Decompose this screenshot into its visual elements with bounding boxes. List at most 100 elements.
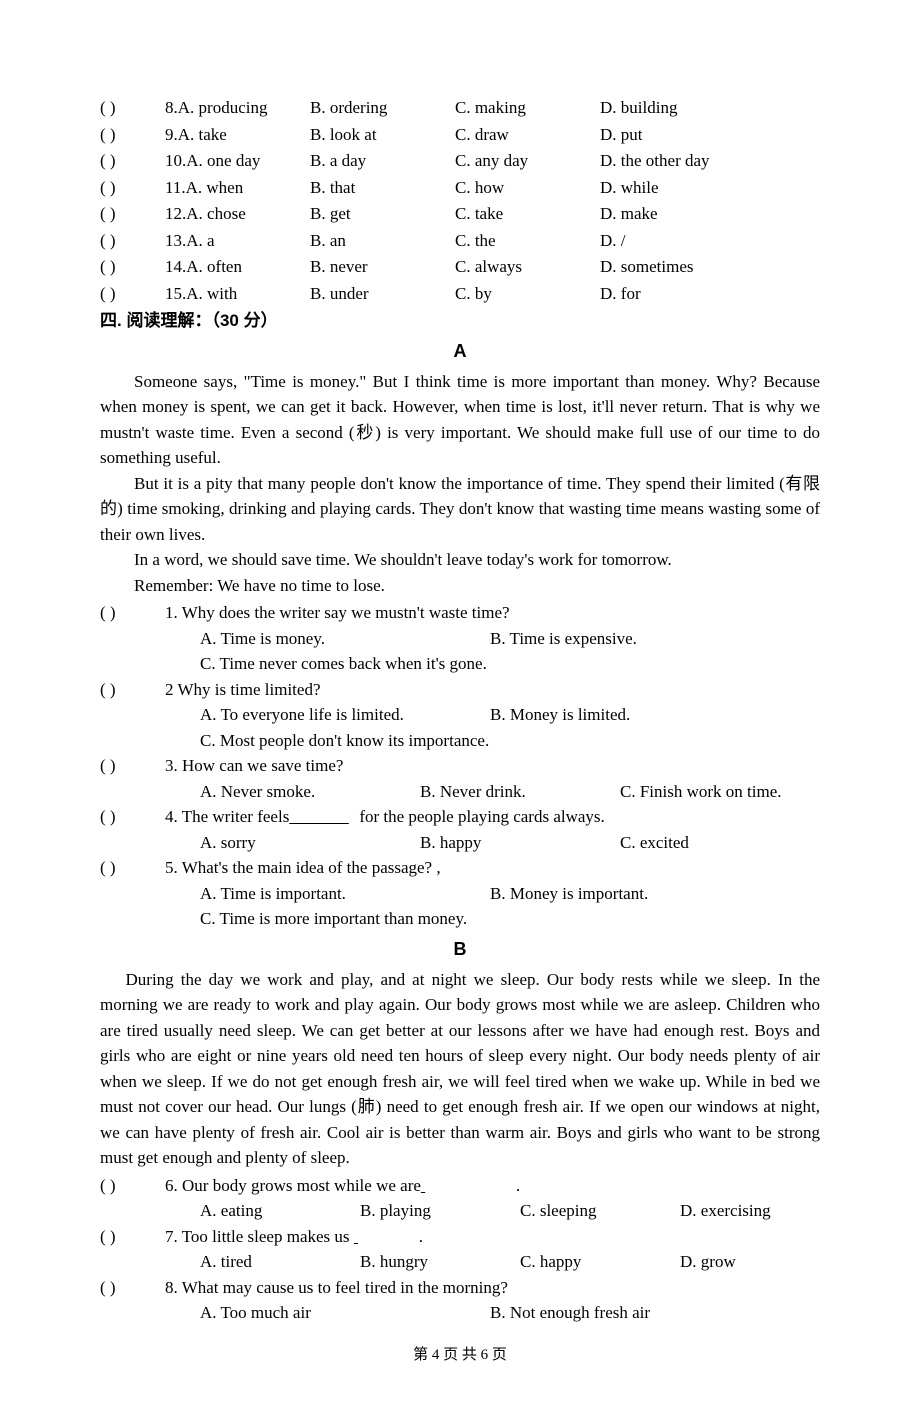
option-d: D. put (600, 122, 820, 148)
choice-c: C. happy (520, 1249, 680, 1275)
cloze-row-10: ( )10.A. one dayB. a dayC. any dayD. the… (100, 148, 820, 174)
question-a-4: ( )4. The writer feels for the people pl… (100, 804, 820, 830)
option-c: C. how (455, 175, 600, 201)
answer-paren[interactable]: ( ) (100, 1224, 165, 1250)
option-c: C. always (455, 254, 600, 280)
choice-c: C. excited (620, 830, 820, 856)
option-d: D. / (600, 228, 820, 254)
option-b: B. under (310, 281, 455, 307)
section-4-header: 四. 阅读理解：（30 分） (100, 308, 820, 334)
question-a-2: ( )2 Why is time limited? (100, 677, 820, 703)
page: ( ) 8.A. producingB. orderingC. makingD.… (0, 0, 920, 1406)
answer-line: A. Time is important.B. Money is importa… (100, 881, 820, 907)
option-b: B. ordering (310, 95, 455, 121)
passage-a-p1: Someone says, "Time is money." But I thi… (100, 369, 820, 471)
choice-b: B. Not enough fresh air (490, 1300, 650, 1326)
option-c: C. draw (455, 122, 600, 148)
answer-paren[interactable]: ( ) (100, 95, 165, 121)
passage-b-p1: During the day we work and play, and at … (100, 967, 820, 1171)
choice-b: B. hungry (360, 1249, 520, 1275)
choice-a: A. Time is money. (200, 626, 490, 652)
choice-c: C. sleeping (520, 1198, 680, 1224)
answer-line: C. Time is more important than money. (100, 906, 820, 932)
question-b-8: ( )8. What may cause us to feel tired in… (100, 1275, 820, 1301)
choice-a: A. Time is important. (200, 881, 490, 907)
choice-b: B. Never drink. (420, 779, 620, 805)
option-b: B. look at (310, 122, 455, 148)
answer-paren[interactable]: ( ) (100, 855, 165, 881)
cloze-row-12: ( )12.A. choseB. getC. takeD. make (100, 201, 820, 227)
answer-paren[interactable]: ( ) (100, 281, 165, 307)
cloze-options-block: ( ) 8.A. producingB. orderingC. makingD.… (100, 95, 820, 306)
answer-paren[interactable]: ( ) (100, 254, 165, 280)
option-a: 11.A. when (165, 175, 310, 201)
answer-paren[interactable]: ( ) (100, 122, 165, 148)
question-text: 3. How can we save time? (165, 753, 820, 779)
answer-line: C. Most people don't know its importance… (100, 728, 820, 754)
option-d: D. make (600, 201, 820, 227)
answer-paren[interactable]: ( ) (100, 600, 165, 626)
passage-a-p2: But it is a pity that many people don't … (100, 471, 820, 548)
option-d: D. sometimes (600, 254, 820, 280)
cloze-row-11: ( )11.A. whenB. thatC. howD. while (100, 175, 820, 201)
passage-b-body: During the day we work and play, and at … (100, 967, 820, 1171)
page-footer: 第 4 页 共 6 页 (100, 1344, 820, 1367)
choice-d: D. grow (680, 1249, 820, 1275)
option-a: 12.A. chose (165, 201, 310, 227)
answer-paren[interactable]: ( ) (100, 1275, 165, 1301)
answer-line: A. Time is money.B. Time is expensive. (100, 626, 820, 652)
choice-a: A. Too much air (200, 1300, 490, 1326)
cloze-row-14: ( )14.A. oftenB. neverC. alwaysD. someti… (100, 254, 820, 280)
option-b: B. a day (310, 148, 455, 174)
answer-paren[interactable]: ( ) (100, 175, 165, 201)
choice-b: B. Money is limited. (490, 702, 630, 728)
option-a: 14.A. often (165, 254, 310, 280)
option-a: 9.A. take (165, 122, 310, 148)
choice-c: C. Most people don't know its importance… (200, 728, 489, 754)
answer-line: A. tiredB. hungryC. happyD. grow (100, 1249, 820, 1275)
question-text: 2 Why is time limited? (165, 677, 820, 703)
cloze-row-9: ( ) 9.A. takeB. look atC. drawD. put (100, 122, 820, 148)
option-c: C. any day (455, 148, 600, 174)
option-b: B. an (310, 228, 455, 254)
answer-paren[interactable]: ( ) (100, 1173, 165, 1199)
choice-c: C. Finish work on time. (620, 779, 820, 805)
answer-paren[interactable]: ( ) (100, 753, 165, 779)
passage-a-p4: Remember: We have no time to lose. (100, 573, 820, 599)
answer-line: A. sorryB. happyC. excited (100, 830, 820, 856)
option-b: B. that (310, 175, 455, 201)
passage-a-body: Someone says, "Time is money." But I thi… (100, 369, 820, 599)
question-a-1: ( )1. Why does the writer say we mustn't… (100, 600, 820, 626)
answer-paren[interactable]: ( ) (100, 201, 165, 227)
choice-a: A. tired (200, 1249, 360, 1275)
choice-b: B. Time is expensive. (490, 626, 637, 652)
choice-a: A. eating (200, 1198, 360, 1224)
option-c: C. making (455, 95, 600, 121)
answer-line: C. Time never comes back when it's gone. (100, 651, 820, 677)
question-b-6: ( )6. Our body grows most while we are . (100, 1173, 820, 1199)
answer-paren[interactable]: ( ) (100, 228, 165, 254)
question-text: 7. Too little sleep makes us . (165, 1224, 820, 1250)
option-b: B. never (310, 254, 455, 280)
questions-b: ( )6. Our body grows most while we are .… (100, 1173, 820, 1326)
choice-d: D. exercising (680, 1198, 820, 1224)
option-d: D. while (600, 175, 820, 201)
passage-a-label: A (100, 338, 820, 365)
option-c: C. take (455, 201, 600, 227)
question-text: 8. What may cause us to feel tired in th… (165, 1275, 820, 1301)
answer-line: A. eatingB. playingC. sleepingD. exercis… (100, 1198, 820, 1224)
question-b-7: ( )7. Too little sleep makes us . (100, 1224, 820, 1250)
answer-paren[interactable]: ( ) (100, 148, 165, 174)
question-text: 6. Our body grows most while we are . (165, 1173, 820, 1199)
answer-paren[interactable]: ( ) (100, 804, 165, 830)
answer-line: A. Never smoke.B. Never drink.C. Finish … (100, 779, 820, 805)
choice-a: A. sorry (200, 830, 420, 856)
cloze-row-15: ( )15.A. withB. underC. byD. for (100, 281, 820, 307)
option-a: 10.A. one day (165, 148, 310, 174)
question-a-3: ( )3. How can we save time? (100, 753, 820, 779)
choice-c: C. Time is more important than money. (200, 906, 467, 932)
choice-a: A. To everyone life is limited. (200, 702, 490, 728)
question-a-5: ( )5. What's the main idea of the passag… (100, 855, 820, 881)
option-b: B. get (310, 201, 455, 227)
answer-paren[interactable]: ( ) (100, 677, 165, 703)
